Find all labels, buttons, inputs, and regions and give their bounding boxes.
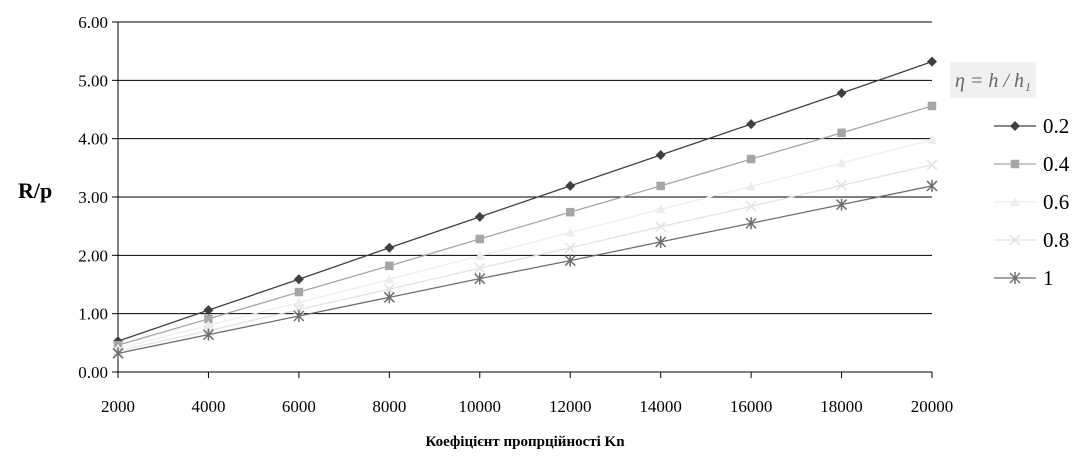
- legend-label: 0.2: [1043, 114, 1069, 138]
- data-point: [927, 56, 937, 67]
- data-point: [112, 347, 124, 360]
- data-point: [745, 217, 757, 230]
- data-point: [746, 154, 756, 164]
- x-tick-label: 4000: [191, 397, 225, 416]
- x-tick-label: 12000: [549, 397, 592, 416]
- data-point: [565, 207, 575, 217]
- y-tick-label: 6.00: [78, 13, 108, 32]
- data-point: [293, 310, 305, 322]
- data-point: [926, 159, 938, 171]
- x-tick-label: 10000: [459, 397, 502, 416]
- x-tick-label: 2000: [101, 397, 135, 416]
- y-tick-label: 4.00: [78, 130, 108, 149]
- legend-label: 0.4: [1043, 152, 1070, 176]
- x-tick-label: 8000: [372, 397, 406, 416]
- series-0.2: [113, 56, 937, 347]
- legend: η = h / h₁ 0.2 0.4 0.6 0.8 1: [950, 62, 1070, 290]
- data-point: [293, 297, 304, 307]
- legend-title-background: [950, 62, 1036, 98]
- tick-labels: 0.00 1.00 2.00 3.00 4.00 5.00 6.00 2000 4000 6000…: [78, 13, 953, 416]
- x-tick-label: 16000: [730, 397, 773, 416]
- data-point: [565, 180, 576, 191]
- legend-item-1: 1: [994, 266, 1054, 290]
- x-tick-label: 14000: [639, 397, 682, 416]
- data-point: [927, 101, 937, 111]
- series-0.4: [113, 101, 937, 350]
- y-tick-label: 5.00: [78, 71, 108, 90]
- series-0.6: [113, 134, 937, 353]
- data-point: [202, 328, 214, 341]
- data-point: [204, 314, 213, 324]
- legend-label: 1: [1043, 266, 1054, 290]
- data-point: [293, 274, 304, 285]
- series-line: [117, 105, 933, 346]
- legend-item-0.6: 0.6: [994, 190, 1069, 214]
- data-point: [564, 254, 576, 267]
- y-tick-label: 2.00: [78, 246, 108, 265]
- data-point: [745, 200, 757, 212]
- legend-label: 0.6: [1043, 190, 1069, 214]
- data-point: [836, 158, 847, 168]
- data-point: [383, 283, 395, 295]
- data-point: [927, 134, 937, 144]
- series-group: [112, 56, 938, 360]
- series-line: [117, 164, 933, 352]
- y-tick-label: 0.00: [78, 363, 108, 382]
- diamond-marker: [1010, 121, 1020, 131]
- data-point: [836, 88, 847, 99]
- x-tick-label: 6000: [282, 397, 316, 416]
- series-1: [112, 179, 938, 360]
- data-point: [837, 128, 846, 138]
- triangle-marker: [1010, 197, 1020, 206]
- legend-item-0.4: 0.4: [994, 152, 1070, 176]
- data-point: [746, 181, 757, 191]
- axes: [112, 21, 933, 378]
- data-point: [383, 291, 395, 304]
- data-point: [564, 242, 576, 254]
- data-point: [836, 198, 848, 211]
- data-point: [565, 227, 576, 237]
- data-point: [474, 262, 486, 274]
- x-tick-label: 18000: [820, 397, 863, 416]
- data-point: [474, 211, 485, 222]
- data-point: [384, 242, 395, 253]
- series-line: [117, 139, 933, 350]
- legend-label: 0.8: [1043, 228, 1069, 252]
- x-axis-title: Коефіцієнт пропрційності Kn: [425, 434, 625, 450]
- series-line: [117, 61, 933, 342]
- data-point: [385, 261, 394, 271]
- data-point: [746, 119, 757, 130]
- data-point: [926, 179, 938, 192]
- data-point: [656, 181, 665, 191]
- legend-title: η = h / h₁: [955, 70, 1031, 92]
- x-tick-label: 20000: [911, 397, 954, 416]
- data-point: [655, 221, 667, 233]
- legend-item-0.2: 0.2: [994, 114, 1069, 138]
- data-point: [203, 305, 214, 316]
- square-marker: [1010, 159, 1020, 169]
- data-point: [294, 287, 304, 297]
- star-marker: [1009, 272, 1021, 284]
- data-point: [474, 250, 485, 260]
- series-line: [117, 185, 933, 354]
- x-marker: [1009, 234, 1021, 246]
- y-tick-label: 1.00: [78, 305, 108, 324]
- data-point: [384, 274, 395, 284]
- data-point: [836, 179, 848, 191]
- data-point: [655, 204, 666, 214]
- y-axis-title: R/p: [18, 178, 52, 203]
- data-point: [474, 272, 486, 285]
- gridlines: [118, 21, 932, 315]
- data-point: [655, 235, 667, 248]
- legend-item-0.8: 0.8: [994, 228, 1069, 252]
- data-point: [475, 234, 485, 244]
- series-0.8: [112, 159, 938, 357]
- data-point: [655, 150, 666, 160]
- y-tick-label: 3.00: [78, 188, 108, 207]
